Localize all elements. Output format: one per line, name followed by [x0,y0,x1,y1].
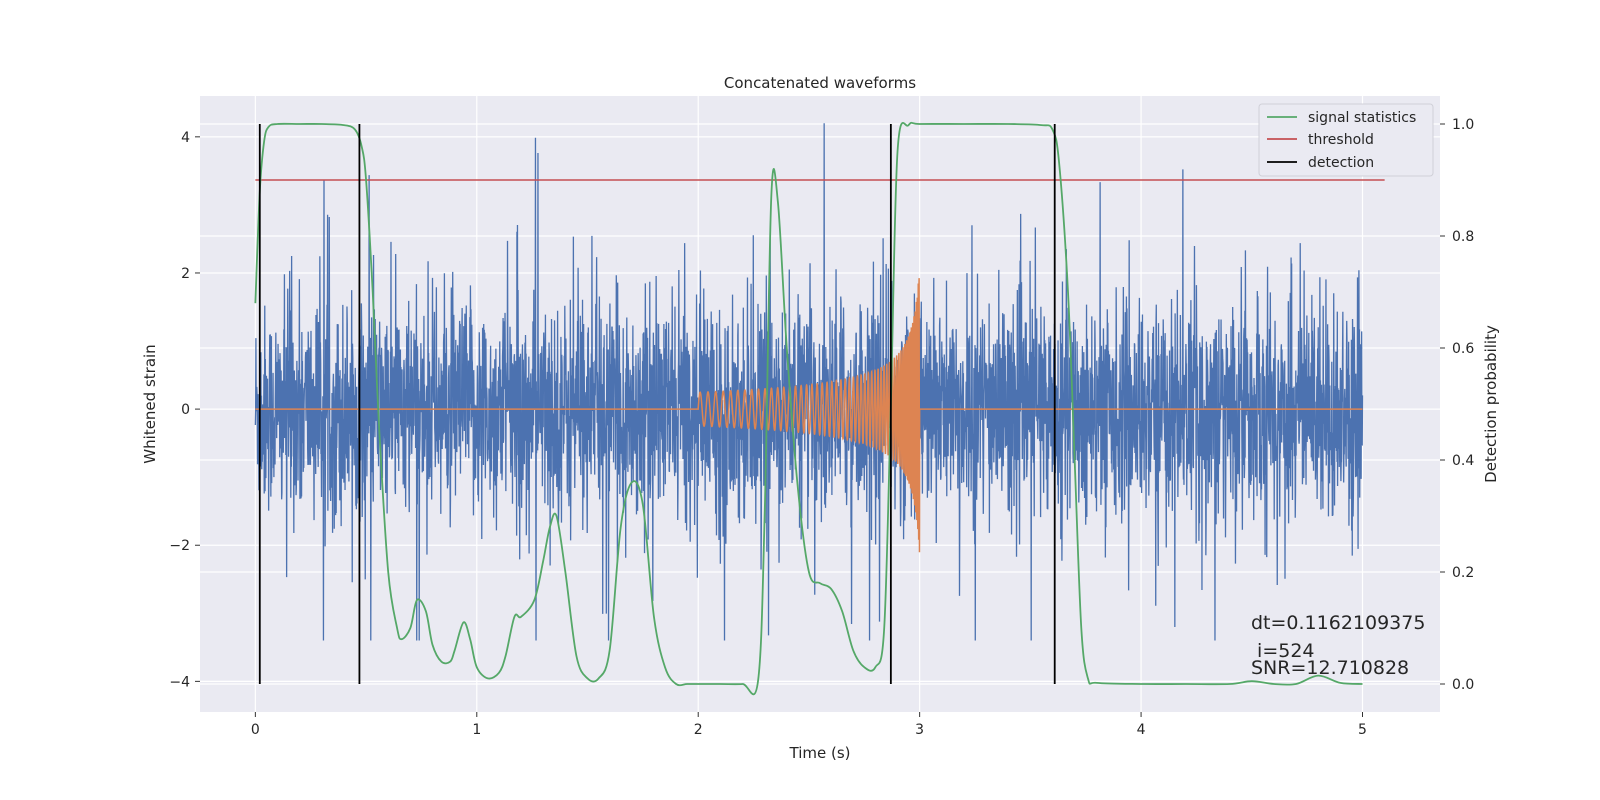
annotations: dt=0.1162109375 i=524 SNR=12.710828 [1251,612,1425,679]
x-tick-label: 3 [915,722,924,738]
grid [200,96,1440,712]
y2-tick-label: 0.2 [1452,565,1474,581]
legend-label-threshold: threshold [1308,132,1374,148]
legend-label-signal-statistics: signal statistics [1308,110,1416,126]
legend-label-detection: detection [1308,155,1374,171]
y2-tick-label: 0.4 [1452,453,1474,469]
legend-box [1258,103,1434,177]
signal-statistics-line [254,121,1363,696]
y-tick-label: −4 [169,674,190,690]
annotation-i: i=524 [1251,640,1315,662]
annotation-snr: SNR=12.710828 [1251,657,1409,679]
x-tick-label: 1 [472,722,481,738]
y2-tick-label: 0.6 [1452,341,1474,357]
chart-title: Concatenated waveforms [724,74,916,92]
x-tick-label: 5 [1358,722,1367,738]
x-axis-label: Time (s) [789,744,851,762]
x-tick-label: 2 [694,722,703,738]
y2-tick-label: 1.0 [1452,117,1474,133]
y-tick-label: 4 [181,130,190,146]
annotation-dt: dt=0.1162109375 [1251,612,1425,634]
y-tick-label: 2 [181,266,190,282]
x-tick-label: 0 [251,722,260,738]
ticks: 0 1 2 3 4 5 −4 −2 0 2 4 0.0 0.2 0.4 0.6 0.8 1.0 [169,117,1474,738]
y-tick-label: −2 [169,538,190,554]
legend: signal statistics threshold detection [1258,103,1434,177]
injection-series-line [255,278,1363,553]
y2-tick-label: 0.0 [1452,677,1474,693]
y-axis-label: Whitened strain [141,344,159,463]
strain-series-line [254,123,1364,641]
y2-axis-label: Detection probability [1482,325,1500,483]
series-layer [254,121,1385,696]
x-tick-label: 4 [1137,722,1146,738]
y2-tick-label: 0.8 [1452,229,1474,245]
y-tick-label: 0 [181,402,190,418]
